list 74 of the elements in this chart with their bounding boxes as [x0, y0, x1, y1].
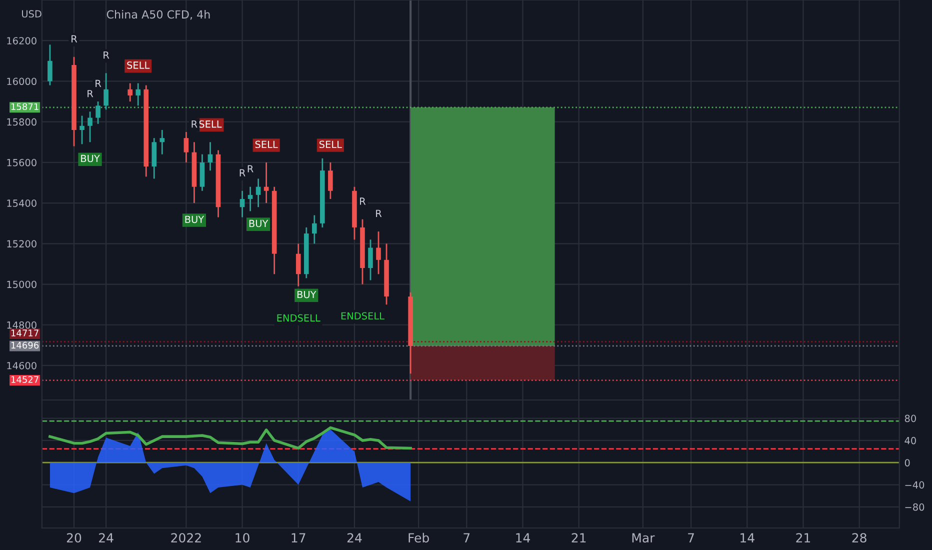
- candlestick: [128, 82, 132, 102]
- x-tick-label: 21: [572, 533, 586, 542]
- x-tick-label: 7: [464, 533, 470, 542]
- annotation: R: [104, 51, 110, 59]
- text: China A50 CFD, 4h: [106, 10, 210, 20]
- x-tick-label: 17: [292, 533, 306, 542]
- annotation: R: [88, 90, 94, 98]
- ref-line-label: 14527: [11, 376, 38, 383]
- candlestick: [88, 110, 92, 143]
- x-tick-label: 10: [236, 533, 250, 543]
- y-tick-label: 16200: [7, 37, 36, 44]
- annotation: R: [240, 169, 246, 176]
- y-tick-label: 14600: [7, 362, 36, 370]
- y-tick-label: 15600: [7, 158, 36, 166]
- annotation: R: [248, 165, 254, 172]
- candlestick: [80, 115, 84, 145]
- candlestick: [208, 141, 213, 172]
- annotation: SELL: [127, 62, 150, 69]
- x-tick-label: 21: [796, 533, 810, 542]
- annotation: R: [376, 210, 382, 217]
- candlestick: [240, 190, 245, 218]
- x-tick-label: Mar: [632, 533, 655, 543]
- candlestick: [48, 44, 52, 86]
- annotation: R: [72, 35, 78, 42]
- candlestick: [296, 242, 301, 287]
- y-axis-title: USD: [22, 10, 42, 18]
- candlestick: [96, 100, 100, 125]
- annotation: R: [96, 80, 102, 87]
- candlestick: [328, 162, 333, 200]
- candlestick: [312, 214, 317, 244]
- annotation: SELL: [319, 140, 342, 148]
- candlestick: [376, 230, 381, 275]
- annotation: BUY: [81, 154, 100, 162]
- x-tick-label: 2022: [171, 533, 201, 543]
- y-tick-label: 15000: [7, 280, 36, 288]
- line-series: [48, 426, 412, 450]
- x-tick-label: 24: [347, 533, 362, 542]
- annotation: BUY: [185, 216, 204, 224]
- annotation: SELL: [255, 140, 278, 148]
- annotation: SELL: [199, 120, 222, 128]
- y-tick-label: 14800: [7, 321, 36, 329]
- annotation: BUY: [297, 290, 316, 298]
- candlestick: [160, 129, 165, 156]
- ref-line-label: 14696: [11, 342, 39, 349]
- annotation: ENDSELL: [277, 314, 320, 322]
- y-tick-label: 40: [904, 436, 916, 444]
- annotation: R: [360, 198, 366, 205]
- x-tick-label: 14: [516, 533, 530, 542]
- y-tick-label: 16000: [7, 78, 36, 86]
- x-tick-label: 20: [66, 533, 82, 543]
- annotation: R: [192, 120, 198, 128]
- y-tick-label: 15800: [7, 118, 36, 126]
- candlestick: [264, 162, 269, 204]
- ref-line-label: 14717: [11, 330, 38, 336]
- x-tick-label: 28: [852, 533, 866, 543]
- candlestick: [104, 72, 108, 110]
- x-tick-label: 14: [740, 533, 754, 542]
- y-tick-label: 15200: [7, 240, 36, 248]
- annotation: ENDSELL: [341, 312, 384, 320]
- y-tick-label: −80: [905, 503, 924, 511]
- y-tick-label: 0: [904, 459, 910, 466]
- y-tick-label: 15400: [7, 200, 36, 207]
- candlestick: [368, 238, 373, 281]
- y-tick-label: 80: [904, 414, 916, 422]
- y-tick-label: −40: [905, 481, 924, 489]
- annotation: BUY: [249, 220, 268, 228]
- x-tick-label: 24: [99, 533, 114, 542]
- candlestick: [184, 131, 189, 164]
- candlestick: [256, 178, 261, 208]
- x-tick-label: Feb: [408, 532, 429, 543]
- candlestick: [136, 82, 141, 106]
- candlestick: [248, 186, 253, 212]
- ref-line-label: 15871: [11, 103, 38, 110]
- x-tick-label: 7: [688, 533, 694, 542]
